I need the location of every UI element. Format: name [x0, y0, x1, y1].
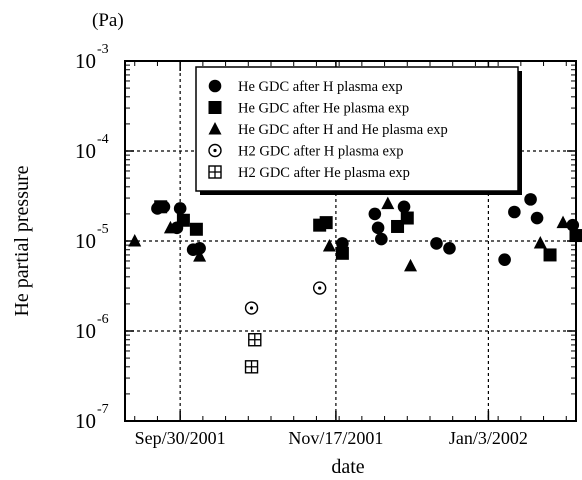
- data-point-filled-triangle: [556, 215, 570, 229]
- y-tick-label-base: 10: [75, 139, 96, 163]
- data-point-filled-circle: [371, 221, 385, 235]
- data-point-filled-circle: [443, 241, 456, 255]
- legend-marker-filled-circle: [208, 79, 222, 93]
- legend-box: [195, 66, 519, 192]
- legend-entry-label: He GDC after H plasma exp: [238, 79, 403, 95]
- data-point-filled-triangle: [533, 236, 547, 249]
- data-point-filled-circle: [508, 205, 521, 219]
- data-point-filled-circle: [336, 237, 349, 250]
- data-point-filled-circle: [173, 202, 187, 215]
- data-point-filled-circle: [524, 193, 537, 206]
- legend-marker-crossed-square: [208, 165, 222, 179]
- legend-entry-label: He GDC after H and He plasma exp: [238, 122, 448, 138]
- y-tick-label-exponent: -4: [97, 132, 109, 147]
- data-point-filled-circle: [530, 211, 544, 225]
- x-tick-label: Jan/3/2002: [449, 428, 528, 448]
- x-tick-label: Sep/30/2001: [135, 428, 226, 448]
- data-point-filled-circle: [193, 241, 206, 255]
- data-point-filled-triangle: [128, 234, 142, 247]
- y-axis-label: He partial pressure: [11, 165, 33, 316]
- data-point-filled-square: [543, 248, 557, 262]
- legend-marker-filled-square: [208, 101, 222, 114]
- data-point-crossed-square: [244, 360, 259, 374]
- data-point-filled-triangle: [193, 249, 207, 262]
- y-unit-label: (Pa): [92, 10, 124, 31]
- y-tick-label-exponent: -3: [97, 42, 109, 57]
- data-point-filled-circle: [375, 232, 388, 246]
- data-point-crossed-square: [248, 333, 262, 347]
- legend-entry-label: He GDC after He plasma exp: [238, 101, 409, 117]
- y-tick-label-base: 10: [75, 319, 96, 343]
- data-point-filled-circle: [430, 237, 443, 250]
- data-point-filled-square: [176, 213, 190, 227]
- data-points: [128, 193, 582, 374]
- y-axis-ticks: 10-310-410-510-610-7: [75, 42, 576, 433]
- data-point-dotted-circle: [312, 281, 327, 295]
- plot-frame: [124, 60, 577, 422]
- x-axis-label: date: [331, 456, 364, 478]
- data-point-filled-square: [319, 216, 333, 230]
- data-point-filled-triangle: [163, 220, 177, 234]
- data-point-filled-triangle: [381, 196, 395, 210]
- data-point-filled-circle: [368, 207, 382, 221]
- y-tick-label-exponent: -6: [97, 312, 109, 327]
- y-tick-label-base: 10: [75, 229, 96, 253]
- y-tick-label-base: 10: [75, 49, 96, 73]
- legend-entry-label: H2 GDC after H plasma exp: [238, 144, 404, 160]
- y-tick-label-base: 10: [75, 409, 96, 433]
- data-point-filled-circle: [498, 253, 511, 266]
- data-point-filled-square: [189, 222, 203, 236]
- legend-entry-label: H2 GDC after He plasma exp: [238, 165, 410, 181]
- x-tick-label: Nov/17/2001: [288, 428, 383, 448]
- data-point-dotted-circle: [244, 301, 259, 315]
- data-point-filled-triangle: [322, 238, 336, 252]
- y-tick-label-exponent: -7: [97, 402, 109, 417]
- data-point-filled-square: [335, 246, 349, 260]
- data-point-filled-triangle: [404, 258, 418, 272]
- y-tick-label-exponent: -5: [97, 222, 109, 237]
- data-point-filled-square: [154, 200, 168, 214]
- data-point-filled-circle: [397, 200, 411, 214]
- legend-marker-dotted-circle: [208, 143, 222, 158]
- data-point-filled-square: [400, 211, 414, 225]
- legend: He GDC after H plasma exp He GDC after He…: [195, 66, 522, 195]
- legend-marker-filled-triangle: [208, 122, 222, 135]
